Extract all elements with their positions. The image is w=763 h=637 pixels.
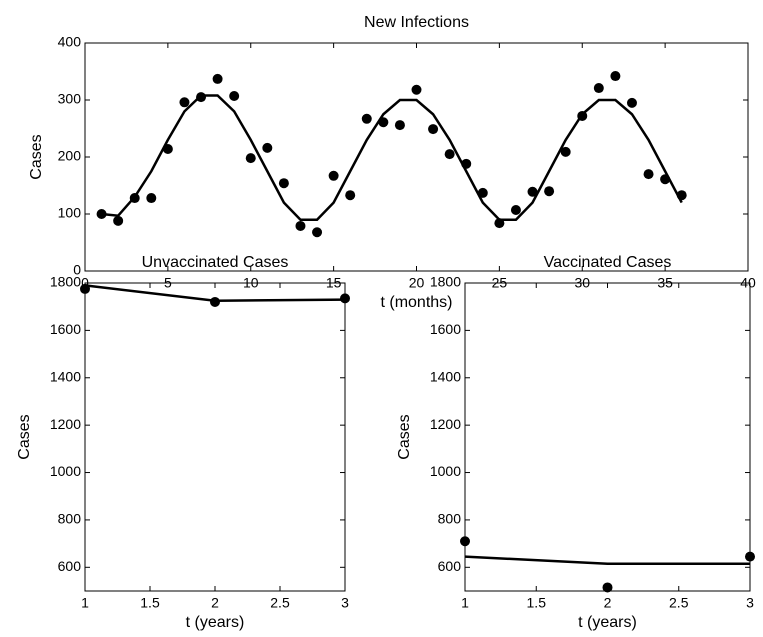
- data-point: [510, 205, 521, 216]
- y-tick-label: 1000: [430, 463, 461, 479]
- data-point: [146, 193, 157, 204]
- data-point: [328, 170, 339, 181]
- y-axis-label: Cases: [28, 134, 45, 179]
- data-point: [361, 113, 372, 124]
- y-tick-label: 1800: [430, 274, 461, 290]
- data-point: [527, 186, 538, 197]
- x-tick-label: 3: [341, 595, 349, 611]
- y-tick-label: 1000: [50, 463, 81, 479]
- y-tick-label: 1800: [50, 274, 81, 290]
- data-point: [340, 293, 350, 304]
- data-point: [544, 186, 555, 197]
- y-tick-label: 1400: [50, 368, 81, 384]
- data-point: [593, 83, 604, 94]
- data-point: [560, 146, 571, 157]
- x-tick-label: 2: [604, 595, 612, 611]
- data-point: [460, 536, 470, 547]
- x-tick-label: 20: [409, 275, 425, 291]
- x-axis-label: t (years): [186, 614, 245, 631]
- data-point: [345, 190, 356, 201]
- x-axis-label: t (years): [578, 614, 637, 631]
- y-axis-label: Cases: [16, 414, 33, 459]
- data-point: [411, 84, 422, 95]
- data-point: [229, 91, 240, 102]
- line: [101, 94, 683, 221]
- data-point: [113, 215, 124, 226]
- data-point: [643, 169, 654, 180]
- x-axis-label: t (months): [380, 294, 452, 311]
- subplot: Unvaccinated Cases t (years) Cases 1 1.5 2 2.5…: [16, 254, 350, 631]
- y-tick-label: 800: [438, 511, 462, 527]
- y-tick-label: 1600: [50, 321, 81, 337]
- data-point: [602, 582, 613, 593]
- y-tick-label: 600: [58, 558, 82, 574]
- x-tick-label: 1.5: [140, 595, 160, 611]
- y-tick-label: 1600: [430, 321, 461, 337]
- x-tick-label: 2: [211, 595, 219, 611]
- x-tick-label: 1.5: [527, 595, 547, 611]
- y-tick-label: 400: [58, 34, 82, 50]
- line: [464, 555, 750, 566]
- data-point: [179, 97, 190, 108]
- x-tick-label: 3: [746, 595, 754, 611]
- y-tick-label: 1200: [430, 416, 461, 432]
- data-point: [312, 227, 323, 238]
- x-tick-label: 1: [461, 595, 469, 611]
- data-point: [626, 97, 637, 108]
- axes-box: [84, 282, 346, 592]
- x-tick-label: 2.5: [270, 595, 290, 611]
- y-tick-label: 600: [438, 558, 462, 574]
- data-point: [212, 73, 223, 84]
- y-tick-label: 100: [58, 205, 82, 221]
- data-point: [245, 153, 256, 164]
- axes-box: [84, 42, 749, 272]
- data-point: [428, 124, 439, 135]
- data-point: [745, 551, 755, 562]
- chart-title: Unvaccinated Cases: [142, 254, 289, 271]
- data-point: [394, 120, 405, 131]
- y-tick-label: 800: [58, 511, 82, 527]
- data-point: [295, 220, 306, 231]
- data-point: [444, 149, 455, 160]
- y-tick-label: 200: [58, 148, 82, 164]
- x-tick-label: 1: [81, 595, 89, 611]
- chart-title: Vaccinated Cases: [544, 254, 672, 271]
- data-point: [262, 142, 273, 153]
- y-tick-label: 0: [73, 262, 81, 278]
- data-point: [278, 178, 289, 189]
- line: [84, 284, 346, 303]
- y-axis-label: Cases: [396, 414, 413, 459]
- data-point: [610, 71, 621, 82]
- axes-box: [464, 282, 751, 592]
- subplot: Vaccinated Cases t (years) Cases 1 1.5 2 2.5 3 6…: [396, 254, 755, 631]
- x-tick-label: 2.5: [669, 595, 689, 611]
- chart-title: New Infections: [364, 14, 469, 31]
- y-tick-label: 1200: [50, 416, 81, 432]
- y-tick-label: 300: [58, 91, 82, 107]
- y-tick-label: 1400: [430, 368, 461, 384]
